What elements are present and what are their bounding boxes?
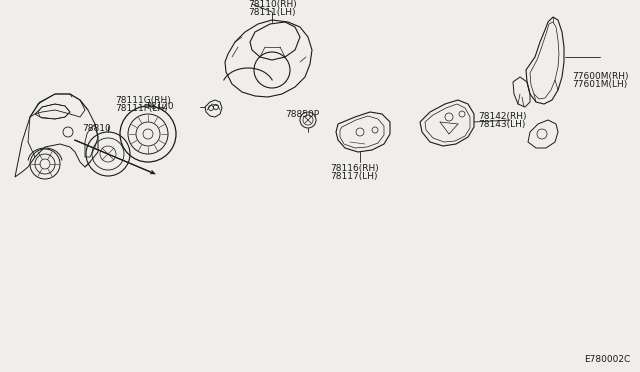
Text: 78850P: 78850P [285, 110, 319, 119]
Text: 78116(RH): 78116(RH) [330, 164, 379, 173]
Text: 77601M(LH): 77601M(LH) [572, 80, 627, 89]
Text: 78111F(LH): 78111F(LH) [115, 104, 168, 113]
Text: 78111(LH): 78111(LH) [248, 8, 296, 17]
Text: 78110(RH): 78110(RH) [248, 0, 297, 9]
Text: 77600M(RH): 77600M(RH) [572, 72, 628, 81]
Text: E780002C: E780002C [584, 355, 630, 364]
Text: 78120: 78120 [145, 102, 173, 111]
Text: 78142(RH): 78142(RH) [478, 112, 527, 121]
Text: 78117(LH): 78117(LH) [330, 172, 378, 181]
Text: 78111G(RH): 78111G(RH) [115, 96, 171, 105]
Text: 78143(LH): 78143(LH) [478, 120, 525, 129]
Text: 78810: 78810 [82, 124, 111, 133]
